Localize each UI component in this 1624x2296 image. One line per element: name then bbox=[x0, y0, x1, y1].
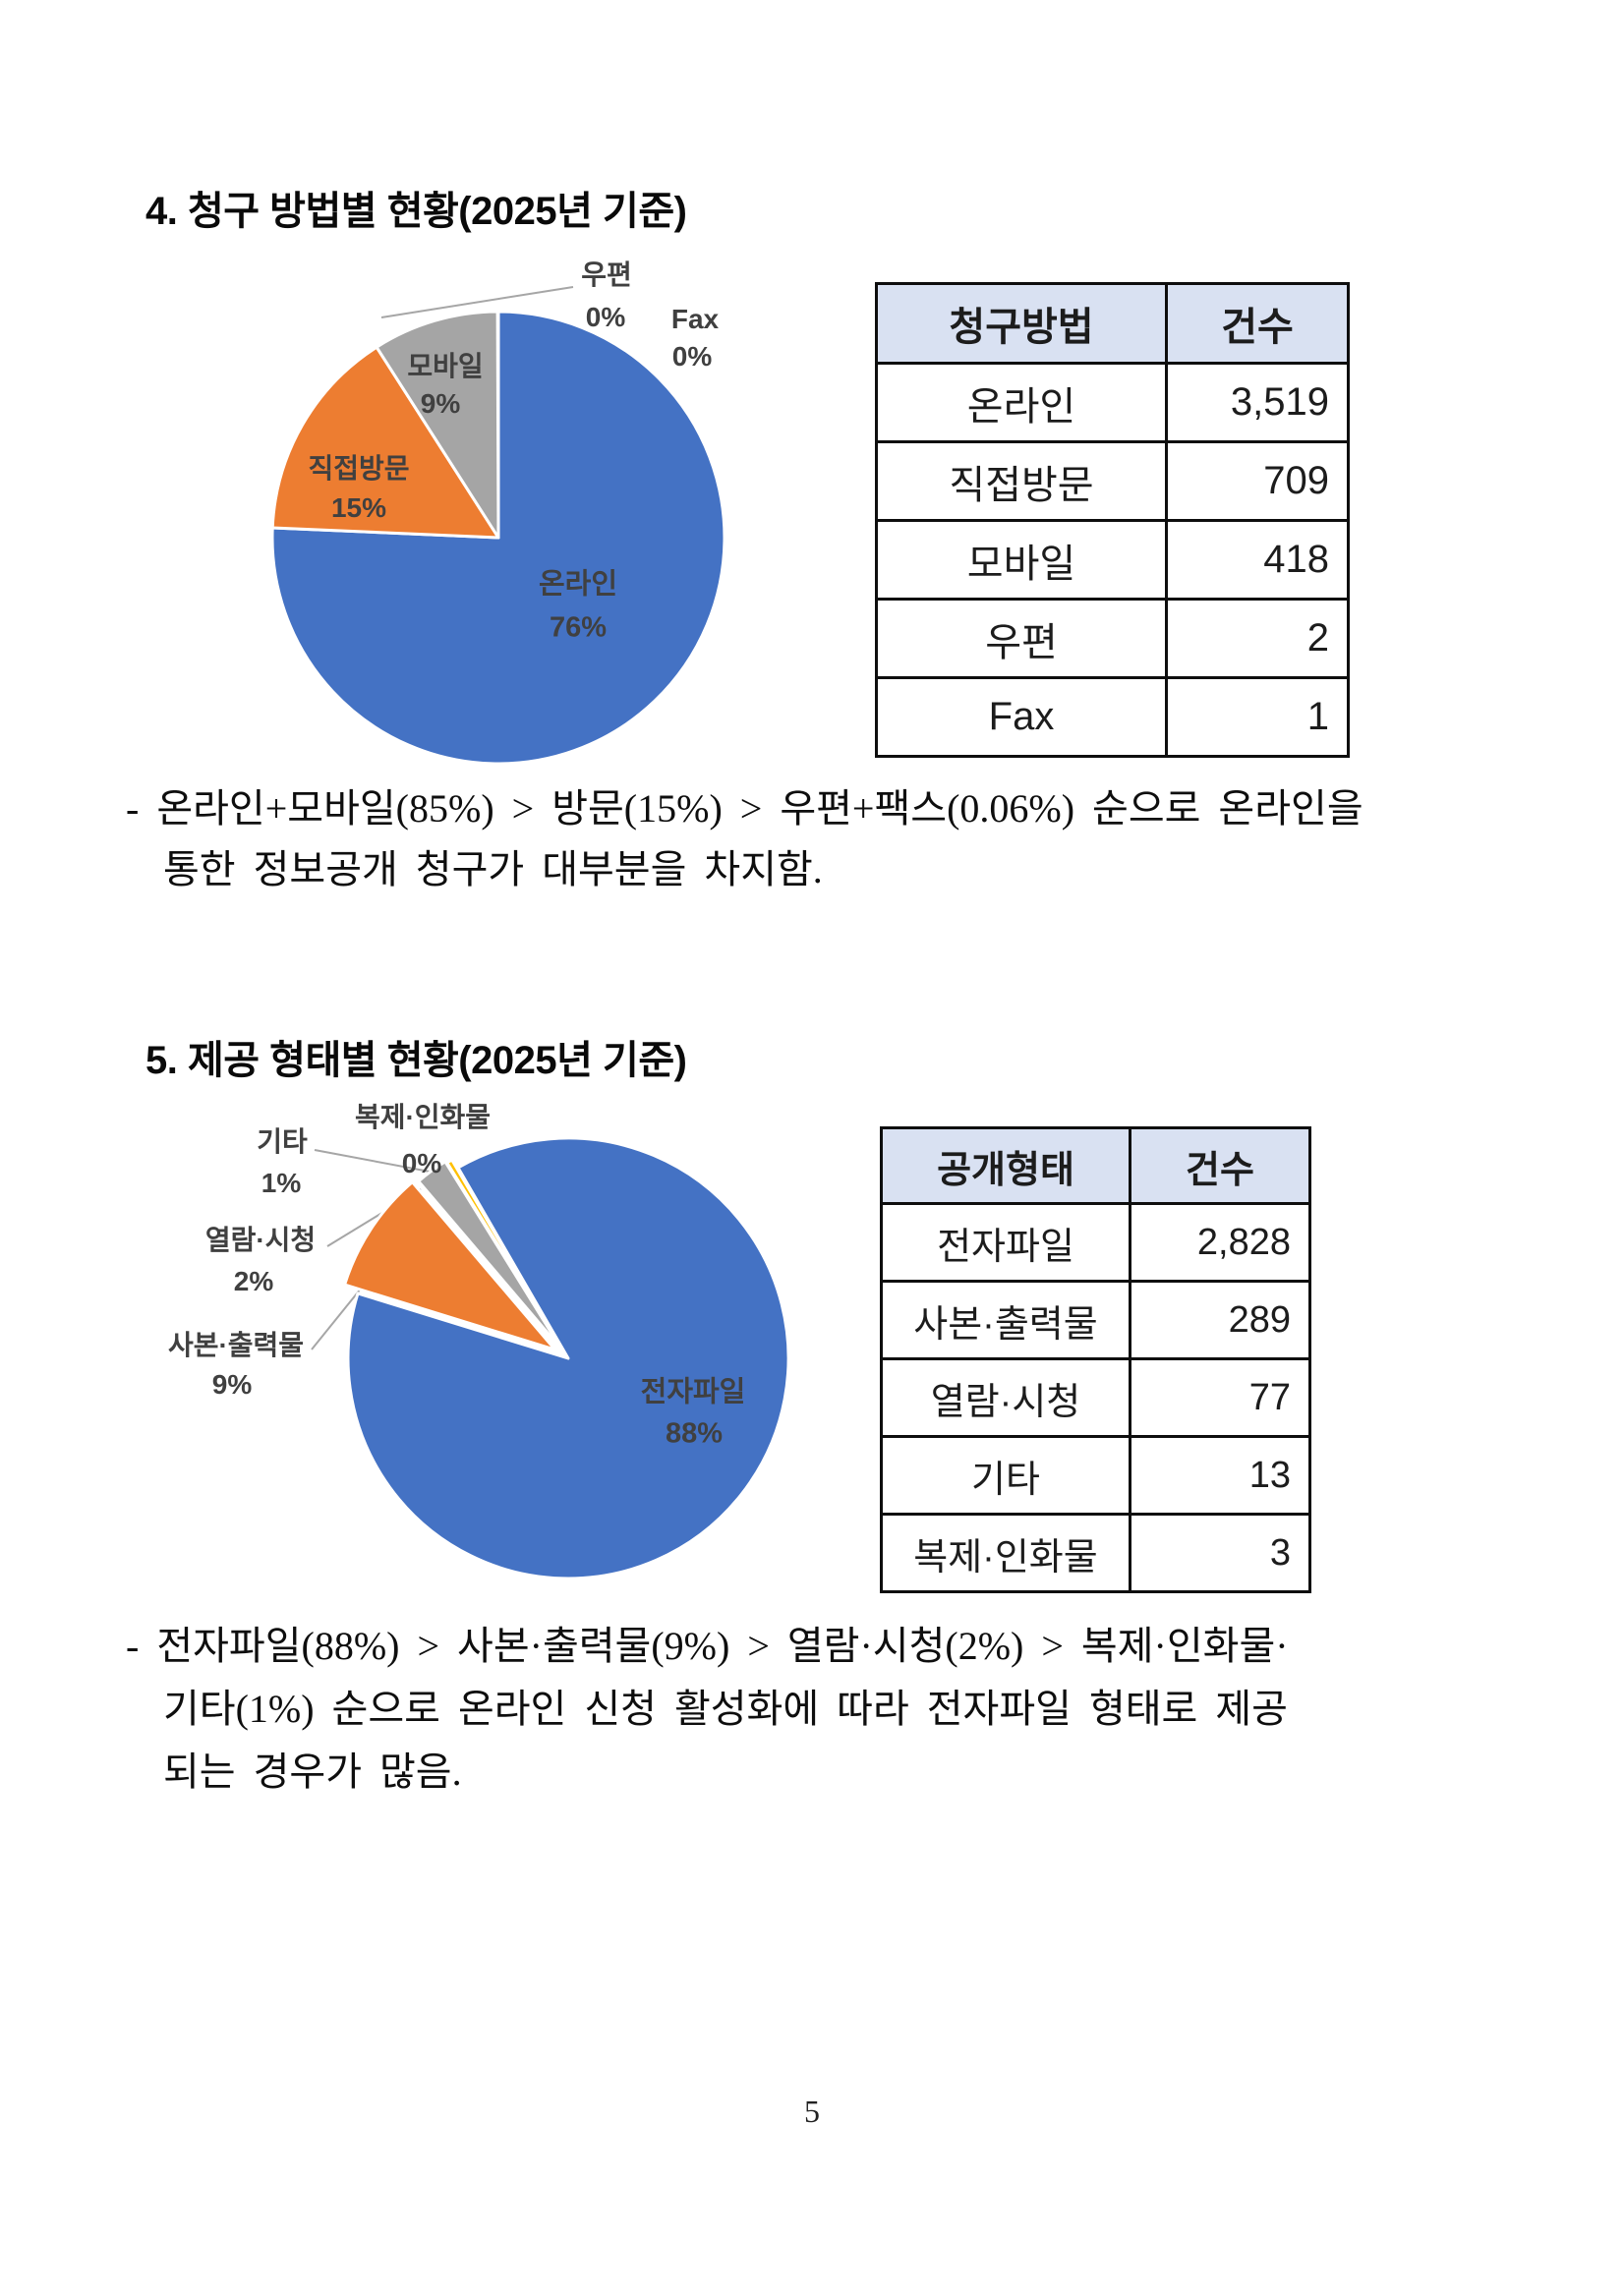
section4-pie-chart: 우편 0% Fax 0% 모바일 9% 직접방문 15% 온라인 76% bbox=[167, 251, 786, 786]
t1-cell-label: 모바일 bbox=[875, 519, 1168, 601]
pie2-label-etc-name: 기타 bbox=[257, 1126, 308, 1157]
section4-note: - 온라인+모바일(85%) > 방문(15%) > 우편+팩스(0.06%) … bbox=[126, 778, 1541, 900]
pie1-label-visit-name: 직접방문 bbox=[308, 453, 410, 484]
t1-cell-value: 418 bbox=[1165, 519, 1350, 601]
t2-header-format: 공개형태 bbox=[880, 1126, 1131, 1205]
t1-cell-label: 직접방문 bbox=[875, 440, 1168, 522]
section4-title: 4. 청구 방법별 현황(2025년 기준) bbox=[145, 190, 687, 233]
pie2-label-efile-name: 전자파일 bbox=[640, 1376, 746, 1408]
pie-slice-efile bbox=[346, 1136, 790, 1580]
table-row: 우편 2 bbox=[875, 598, 1350, 679]
pie2-label-repro-name: 복제·인화물 bbox=[354, 1102, 492, 1132]
t1-cell-label: Fax bbox=[875, 676, 1168, 758]
pie2-label-efile-pct: 88% bbox=[665, 1417, 724, 1450]
pie-slice-copy-print bbox=[343, 1180, 557, 1351]
pie2-label-etc-pct: 1% bbox=[261, 1168, 302, 1198]
pie1-label-fax-pct: 0% bbox=[671, 341, 713, 372]
pie2-label-view-name: 열람·시청 bbox=[204, 1225, 317, 1255]
table-header-row: 공개형태 건수 bbox=[880, 1126, 1311, 1205]
note-line: 통한 정보공개 청구가 대부분을 차지함. bbox=[163, 847, 823, 891]
table-row: Fax 1 bbox=[875, 676, 1350, 758]
t2-cell-value: 13 bbox=[1129, 1435, 1311, 1516]
pie2-svg bbox=[311, 1136, 790, 1580]
t1-cell-value: 709 bbox=[1165, 440, 1350, 522]
pie-slice-view bbox=[417, 1160, 563, 1350]
t1-cell-value: 3,519 bbox=[1165, 362, 1350, 443]
pie2-label-copy-name: 사본·출력물 bbox=[167, 1330, 305, 1360]
t2-cell-value: 289 bbox=[1129, 1280, 1311, 1360]
table-row: 사본·출력물 289 bbox=[880, 1280, 1311, 1360]
section5-note: - 전자파일(88%) > 사본·출력물(9%) > 열람·시청(2%) > 복… bbox=[126, 1615, 1541, 1804]
t2-cell-label: 전자파일 bbox=[880, 1202, 1131, 1283]
t1-cell-value: 2 bbox=[1165, 598, 1350, 679]
pie1-slices bbox=[270, 310, 726, 766]
table-row: 직접방문 709 bbox=[875, 440, 1350, 522]
t2-cell-value: 2,828 bbox=[1129, 1202, 1311, 1283]
pie1-svg bbox=[270, 286, 726, 766]
t2-cell-label: 복제·인화물 bbox=[880, 1513, 1131, 1593]
t2-cell-label: 사본·출력물 bbox=[880, 1280, 1131, 1360]
section5-pie-chart: 복제·인화물 0% 기타 1% 열람·시청 2% 사본·출력물 9% 전자파일 … bbox=[138, 1091, 826, 1602]
table-row: 모바일 418 bbox=[875, 519, 1350, 601]
note-line: 기타(1%) 순으로 온라인 신청 활성화에 따라 전자파일 형태로 제공 bbox=[163, 1687, 1288, 1731]
note-line: - 전자파일(88%) > 사본·출력물(9%) > 열람·시청(2%) > 복… bbox=[126, 1624, 1289, 1668]
pie2-label-repro-pct: 0% bbox=[401, 1148, 442, 1178]
page-number: 5 bbox=[804, 2094, 820, 2129]
t2-cell-label: 기타 bbox=[880, 1435, 1131, 1516]
note-line: 되는 경우가 많음. bbox=[163, 1750, 462, 1794]
t1-cell-label: 우편 bbox=[875, 598, 1168, 679]
pie1-label-online-name: 온라인 bbox=[538, 568, 618, 601]
t2-cell-value: 3 bbox=[1129, 1513, 1311, 1593]
pie1-label-mobile-name: 모바일 bbox=[407, 351, 484, 381]
t1-cell-value: 1 bbox=[1165, 676, 1350, 758]
t1-cell-label: 온라인 bbox=[875, 362, 1168, 443]
table-header-row: 청구방법 건수 bbox=[875, 282, 1350, 365]
table-row: 복제·인화물 3 bbox=[880, 1513, 1311, 1593]
table-row: 전자파일 2,828 bbox=[880, 1202, 1311, 1283]
t1-header-count: 건수 bbox=[1165, 282, 1350, 365]
section5-table: 공개형태 건수 전자파일 2,828 사본·출력물 289 열람·시청 77 기… bbox=[880, 1126, 1311, 1593]
pie-slice-online bbox=[270, 310, 726, 766]
pie1-label-fax-name: Fax bbox=[670, 304, 720, 334]
pie2-label-copy-pct: 9% bbox=[211, 1369, 253, 1400]
t1-header-method: 청구방법 bbox=[875, 282, 1168, 365]
pie-slice-mobile bbox=[375, 310, 500, 540]
pie1-label-mail-pct: 0% bbox=[585, 302, 626, 332]
pie2-label-view-pct: 2% bbox=[233, 1266, 274, 1296]
pie1-label-online-pct: 76% bbox=[549, 611, 608, 644]
pie-slice-etc bbox=[445, 1158, 565, 1351]
leader-line-etc bbox=[314, 1149, 446, 1176]
section4-table: 청구방법 건수 온라인 3,519 직접방문 709 모바일 418 우편 2 … bbox=[875, 282, 1350, 758]
t2-header-count: 건수 bbox=[1129, 1126, 1311, 1205]
pie2-slices bbox=[343, 1136, 790, 1580]
t2-cell-value: 77 bbox=[1129, 1357, 1311, 1438]
note-line: - 온라인+모바일(85%) > 방문(15%) > 우편+팩스(0.06%) … bbox=[126, 786, 1363, 831]
pie-slice-visit bbox=[270, 345, 500, 540]
t2-cell-label: 열람·시청 bbox=[880, 1357, 1131, 1438]
leader-line-mail bbox=[380, 286, 574, 318]
pie1-label-mail-name: 우편 bbox=[581, 259, 632, 290]
pie1-label-mobile-pct: 9% bbox=[420, 388, 461, 419]
table-row: 온라인 3,519 bbox=[875, 362, 1350, 443]
pie1-label-visit-pct: 15% bbox=[330, 492, 387, 523]
section5-title: 5. 제공 형태별 현황(2025년 기준) bbox=[145, 1039, 687, 1082]
table-row: 기타 13 bbox=[880, 1435, 1311, 1516]
table-row: 열람·시청 77 bbox=[880, 1357, 1311, 1438]
